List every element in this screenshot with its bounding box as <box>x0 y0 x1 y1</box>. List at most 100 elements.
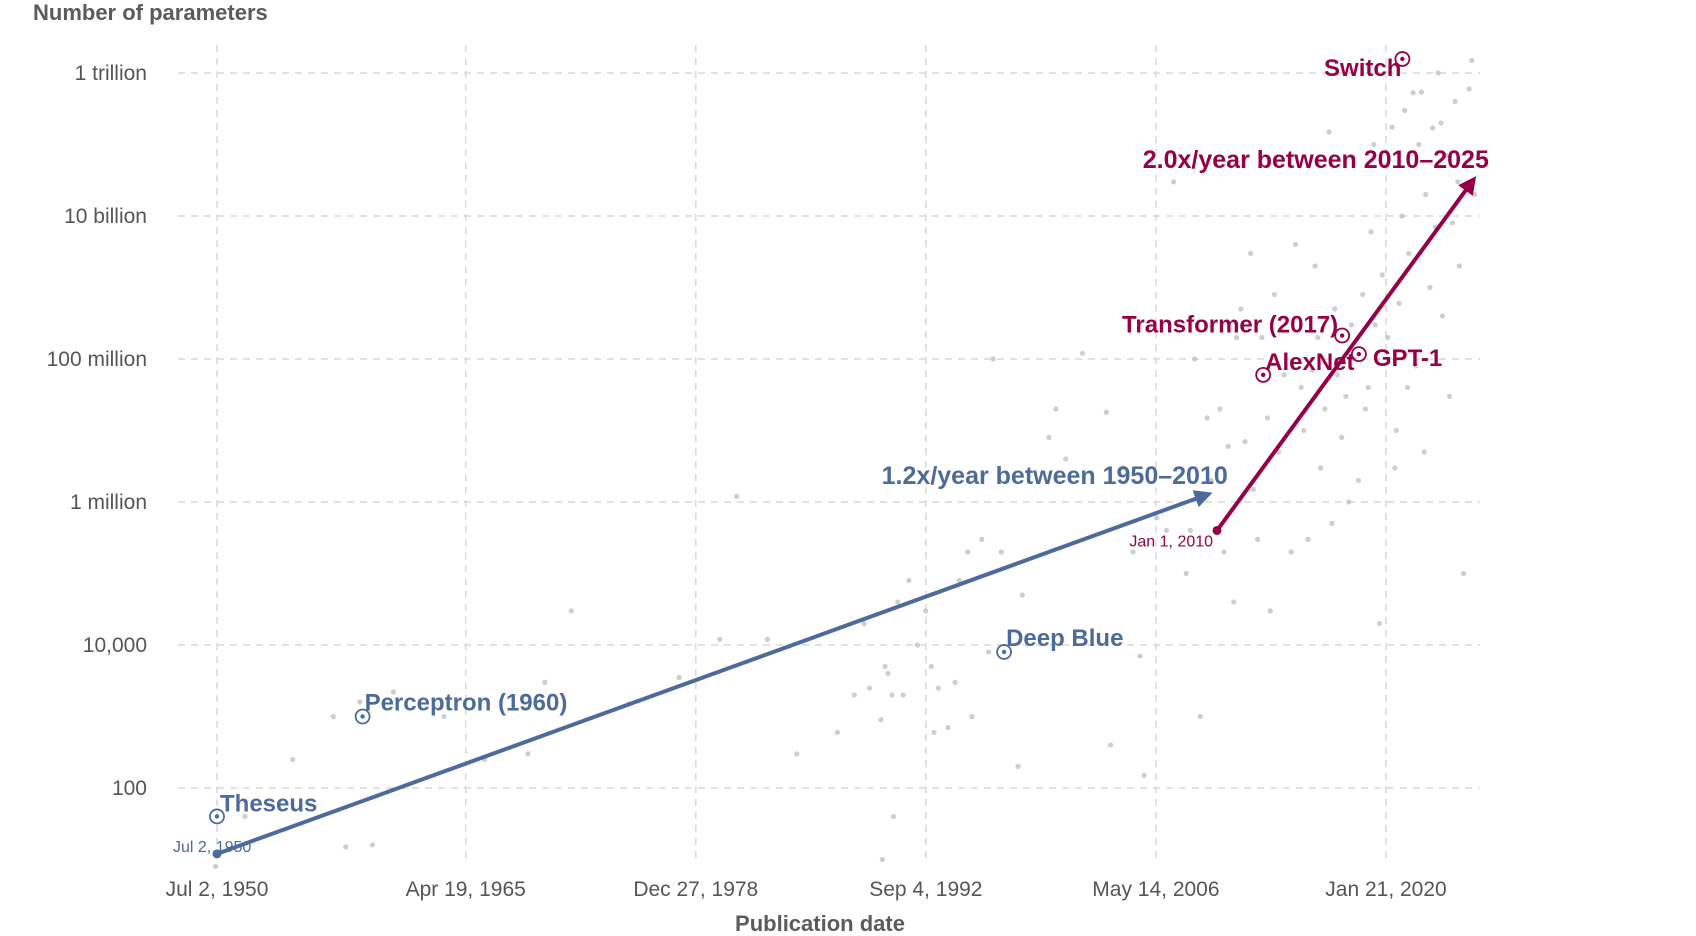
highlight-dot <box>1339 333 1345 338</box>
data-point <box>1382 163 1388 169</box>
highlight-dot <box>360 714 365 719</box>
data-point <box>1332 306 1338 312</box>
data-point <box>900 692 906 698</box>
data-point <box>1238 306 1244 312</box>
data-point <box>1242 438 1248 445</box>
data-point <box>1170 179 1177 185</box>
data-point <box>1183 570 1189 577</box>
data-point <box>568 608 574 614</box>
data-point <box>1046 434 1052 441</box>
data-point <box>1396 300 1402 306</box>
data-point <box>1079 350 1086 356</box>
data-point <box>1413 363 1419 369</box>
data-point <box>1435 70 1441 76</box>
highlight-dot <box>1400 56 1405 62</box>
data-point <box>1385 334 1391 341</box>
data-point <box>1267 608 1273 614</box>
data-point <box>1271 291 1278 298</box>
data-point <box>1368 229 1374 235</box>
y-axis-title: Number of parameters <box>33 0 268 25</box>
data-point <box>1463 163 1469 169</box>
y-tick-label: 100 <box>112 777 147 800</box>
data-point <box>1449 220 1455 226</box>
highlight-ring <box>1394 51 1411 67</box>
x-tick-labels: Jul 2, 1950 Apr 19, 1965 Dec 27, 1978 Sep 4… <box>166 878 1447 901</box>
data-point <box>1365 384 1371 391</box>
data-point <box>1446 393 1453 399</box>
data-point <box>1376 620 1383 627</box>
data-point <box>1164 527 1170 534</box>
data-point <box>1402 107 1408 113</box>
data-point <box>1053 406 1059 412</box>
data-point <box>542 679 548 685</box>
data-point <box>1423 191 1429 198</box>
data-point <box>1233 334 1240 341</box>
data-point <box>889 692 895 698</box>
data-point <box>1348 322 1355 328</box>
data-point <box>1455 179 1461 185</box>
data-point <box>1192 356 1198 362</box>
data-point <box>1418 89 1425 95</box>
data-point <box>1438 120 1444 126</box>
trend-arrows: 1.2x/year between 1950–2010 Jul 2, 1950 2.… <box>173 146 1489 859</box>
model-label: Switch <box>1324 55 1401 82</box>
data-point <box>764 636 770 642</box>
data-point <box>525 751 531 757</box>
data-point <box>945 724 951 731</box>
data-point <box>1264 415 1271 421</box>
data-point <box>1430 125 1436 131</box>
data-point <box>1130 549 1136 555</box>
data-point <box>885 670 891 677</box>
trend-label: 2.0x/year between 2010–2025 <box>1143 146 1489 174</box>
trend-start-dot <box>1212 525 1222 535</box>
data-point <box>906 577 912 584</box>
model-label: AlexNet <box>1265 349 1354 376</box>
x-tick-label: May 14, 2006 <box>1092 878 1219 901</box>
highlight-dot <box>1001 649 1007 655</box>
highlight-ring <box>1350 346 1367 363</box>
data-point <box>834 729 841 735</box>
data-point <box>1204 415 1210 421</box>
data-point <box>1120 465 1126 471</box>
data-point <box>1421 449 1427 455</box>
data-point <box>851 692 857 698</box>
model-label: Deep Blue <box>1006 625 1123 652</box>
data-point <box>965 549 971 555</box>
data-point <box>369 842 376 848</box>
data-point <box>1460 570 1467 577</box>
data-point <box>1452 98 1458 105</box>
x-axis-title: Publication date <box>735 911 905 936</box>
data-point <box>928 663 934 670</box>
data-point <box>979 536 985 542</box>
highlight-ring <box>1334 327 1351 344</box>
data-point <box>1208 477 1215 484</box>
y-tick-label: 10,000 <box>83 634 147 657</box>
y-tick-label: 1 trillion <box>75 62 147 85</box>
data-point <box>1399 213 1405 219</box>
data-point <box>1472 191 1478 198</box>
data-point <box>878 717 884 723</box>
highlight-ring <box>209 808 225 825</box>
data-point <box>290 756 296 763</box>
data-point <box>935 685 941 691</box>
data-point <box>1346 499 1352 505</box>
model-label: Theseus <box>220 790 317 817</box>
data-point <box>1469 57 1475 64</box>
data-point <box>1339 434 1345 441</box>
data-point <box>1309 367 1315 373</box>
data-point <box>441 713 447 720</box>
data-point <box>914 642 920 648</box>
data-point <box>879 856 885 863</box>
data-point <box>990 356 996 362</box>
data-point <box>357 699 363 705</box>
data-point <box>867 685 873 691</box>
y-tick-label: 100 million <box>47 348 147 371</box>
data-point <box>1298 384 1304 391</box>
data-point <box>1379 272 1385 278</box>
highlight-dot <box>1356 351 1362 357</box>
trend-start-dot <box>212 849 222 859</box>
x-tick-label: Jul 2, 1950 <box>166 878 269 901</box>
trend-line-1 <box>1215 176 1477 532</box>
data-point <box>212 863 219 870</box>
